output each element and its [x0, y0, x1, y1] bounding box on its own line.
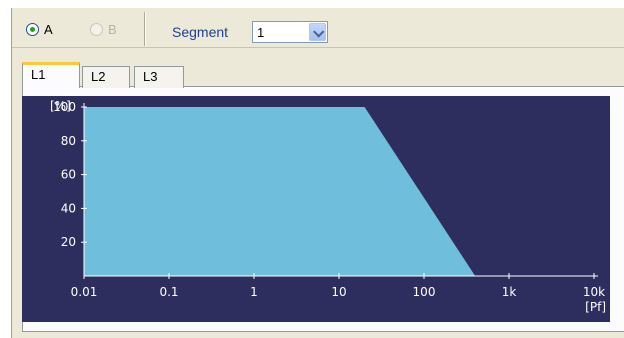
- x-tick-label-0: 0.01: [71, 285, 98, 299]
- radio-a-indicator: [26, 22, 39, 36]
- x-tick-label-5: 1k: [502, 285, 517, 299]
- x-axis-label: [Pf]: [585, 300, 606, 314]
- radio-a-label: A: [44, 21, 53, 37]
- x-tick-label-1: 0.1: [159, 285, 178, 299]
- radio-b-indicator: [90, 22, 103, 36]
- radio-a[interactable]: A: [26, 21, 53, 37]
- chart-svg: 20 40 60 80 100 0.01 0.1 1 10 100 1k 10k [%] [Pf]: [50, 99, 606, 314]
- radio-b: B: [90, 21, 117, 37]
- chevron-down-icon[interactable]: [309, 23, 326, 41]
- segment-label: Segment: [172, 24, 229, 40]
- y-tick-label-40: 40: [61, 201, 76, 215]
- tab-l2[interactable]: L2: [82, 66, 130, 88]
- y-tick-label-20: 20: [61, 235, 76, 249]
- x-tick-label-6: 10k: [583, 285, 605, 299]
- segment-select-value: 1: [257, 25, 265, 40]
- tab-l3[interactable]: L3: [134, 66, 184, 88]
- tab-l1[interactable]: L1: [22, 62, 80, 88]
- y-tick-label-60: 60: [61, 168, 76, 182]
- radio-b-label: B: [108, 21, 117, 37]
- y-tick-label-100: 100: [53, 100, 76, 114]
- segment-select[interactable]: 1: [252, 21, 328, 43]
- toolbar-separator: [144, 12, 146, 46]
- y-tick-label-80: 80: [61, 134, 76, 148]
- area-series-1: [84, 107, 476, 276]
- x-tick-label-4: 100: [413, 285, 436, 299]
- y-axis-label: [%]: [50, 99, 71, 113]
- chart-area: 20 40 60 80 100 0.01 0.1 1 10 100 1k 10k [%] [Pf]: [22, 96, 610, 322]
- x-tick-label-2: 1: [250, 285, 258, 299]
- toolbar: A B Segment 1: [12, 8, 624, 48]
- x-tick-label-3: 10: [331, 285, 346, 299]
